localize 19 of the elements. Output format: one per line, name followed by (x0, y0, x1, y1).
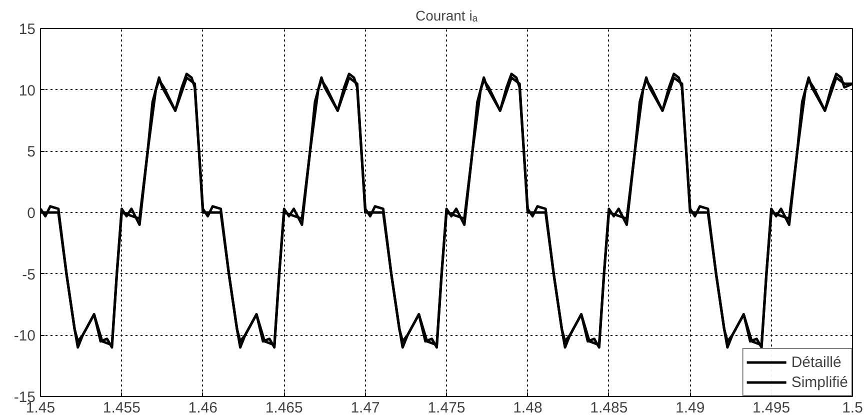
chart-title: Courant iₐ (415, 8, 478, 24)
x-tick-label: 1.465 (265, 400, 303, 415)
y-tick-label: 5 (27, 144, 36, 161)
x-tick-label: 1.47 (350, 400, 380, 415)
legend-label: Détaillé (791, 354, 842, 370)
y-tick-label: 0 (27, 205, 36, 222)
x-tick-label: 1.495 (752, 400, 790, 415)
x-tick-label: 1.475 (428, 400, 466, 415)
y-tick-label: 10 (18, 82, 36, 100)
x-tick-label: 1.46 (188, 400, 218, 415)
legend-label: Simplifié (791, 374, 848, 390)
x-tick-label: 1.455 (102, 400, 140, 415)
y-tick-label: -5 (22, 266, 36, 284)
x-tick-label: 1.49 (676, 400, 705, 415)
x-tick-label: 1.485 (590, 400, 628, 415)
x-tick-label: 1.5 (842, 400, 863, 415)
x-tick-label: 1.48 (513, 400, 542, 415)
y-tick-label: -10 (14, 328, 36, 345)
y-tick-label: 15 (18, 21, 36, 38)
